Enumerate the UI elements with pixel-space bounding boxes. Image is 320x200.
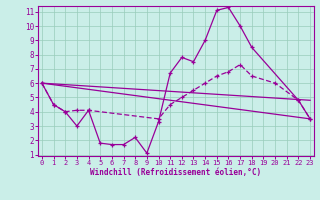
X-axis label: Windchill (Refroidissement éolien,°C): Windchill (Refroidissement éolien,°C): [91, 168, 261, 177]
